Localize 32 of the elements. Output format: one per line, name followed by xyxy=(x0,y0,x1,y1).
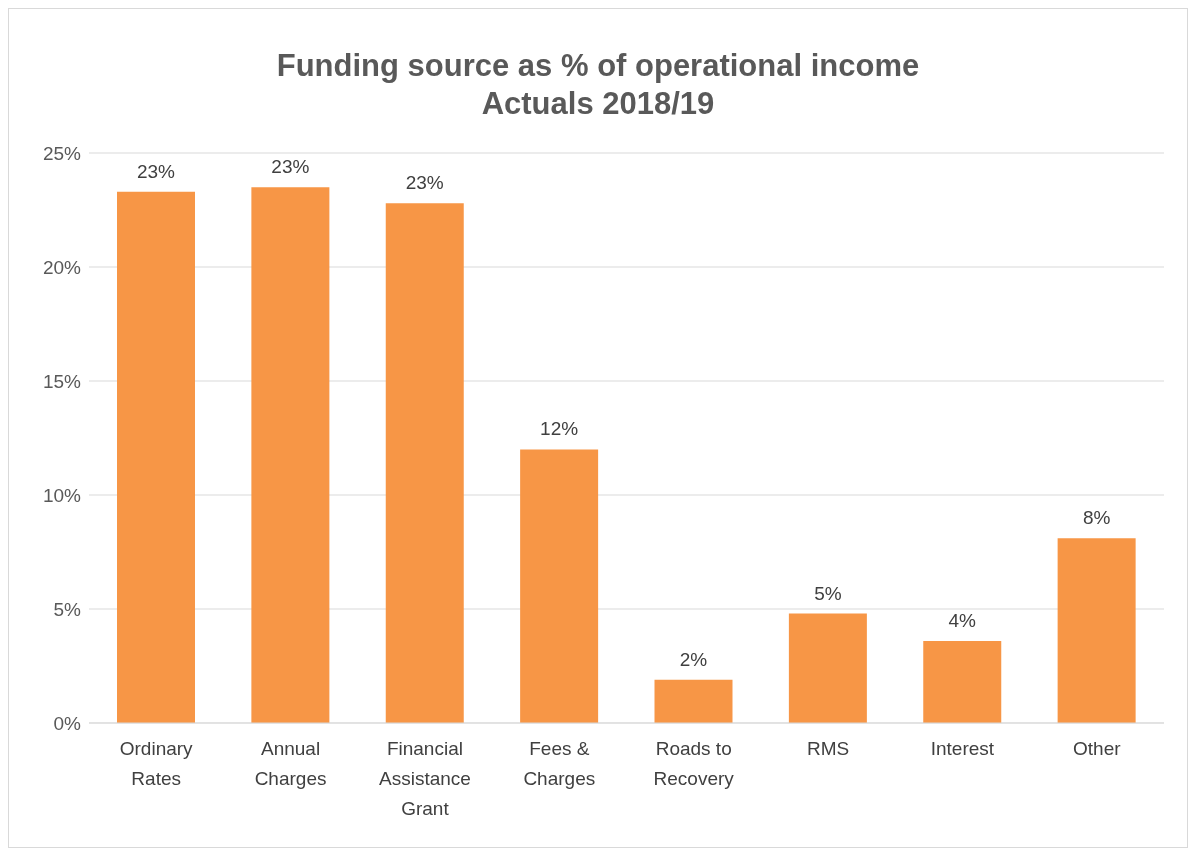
data-label: 23% xyxy=(271,156,310,178)
x-tick-label: Other xyxy=(1073,738,1122,759)
bar xyxy=(385,203,464,723)
y-tick-label: 25% xyxy=(42,142,82,164)
bar xyxy=(520,449,599,723)
data-label: 8% xyxy=(1082,507,1111,529)
bar xyxy=(117,191,195,723)
bar xyxy=(923,640,1002,723)
y-tick-label: 0% xyxy=(53,712,82,734)
bar xyxy=(788,613,867,723)
x-tick-label: Annual Charges xyxy=(254,738,327,789)
y-tick-label: 5% xyxy=(53,598,82,620)
x-tick-label: Fees & Charges xyxy=(523,738,596,789)
y-tick-label: 10% xyxy=(42,484,82,506)
data-label: 23% xyxy=(405,172,444,194)
y-tick-label: 15% xyxy=(42,370,82,392)
x-tick-label: Roads to Recovery xyxy=(653,738,735,789)
bar xyxy=(654,679,733,723)
x-tick-label: RMS xyxy=(806,738,850,759)
bar xyxy=(251,187,330,723)
chart-subtitle: Actuals 2018/19 xyxy=(480,85,716,123)
data-label: 2% xyxy=(679,648,708,670)
chart-title: Funding source as % of operational income xyxy=(275,47,921,85)
data-label: 12% xyxy=(540,418,579,440)
y-tick-label: 20% xyxy=(42,256,82,278)
x-tick-label: Interest xyxy=(930,738,995,759)
bar xyxy=(1057,538,1136,723)
data-label: 5% xyxy=(814,582,842,604)
data-label: 4% xyxy=(948,609,977,631)
x-tick-label: Financial Assistance Grant xyxy=(379,738,471,819)
x-tick-label: Ordinary Rates xyxy=(119,738,194,789)
data-label: 23% xyxy=(136,160,176,182)
